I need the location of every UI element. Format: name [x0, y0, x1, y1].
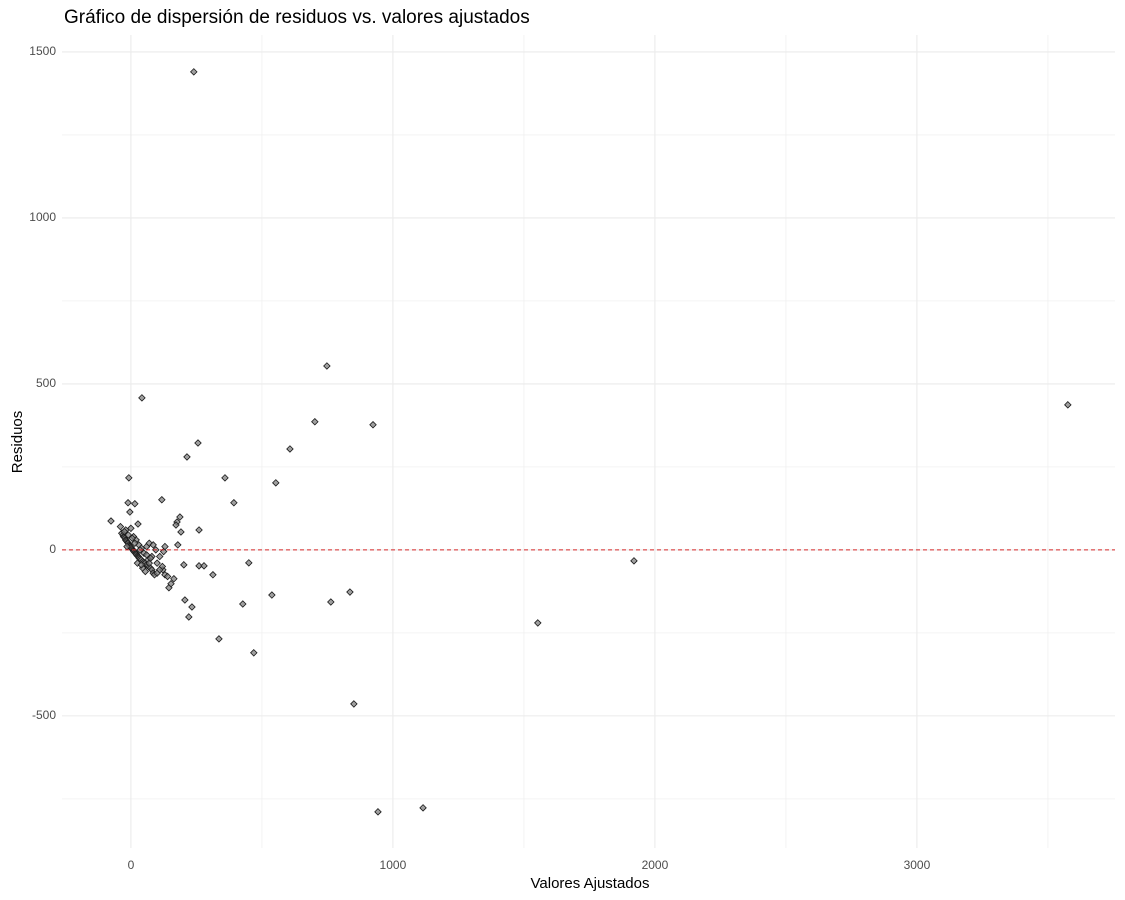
point — [120, 527, 129, 536]
x-tick-label: 3000 — [904, 858, 931, 872]
point — [145, 559, 154, 567]
point — [134, 520, 142, 528]
point — [200, 562, 208, 570]
point — [369, 420, 377, 429]
point — [239, 600, 247, 608]
point — [327, 598, 335, 606]
point — [137, 561, 146, 569]
point — [230, 498, 238, 507]
y-axis-label: Residuos — [9, 411, 26, 474]
point — [630, 557, 638, 565]
point — [195, 526, 203, 534]
point — [1064, 401, 1072, 409]
point — [245, 559, 253, 567]
point — [174, 541, 182, 549]
point — [286, 445, 294, 453]
point — [167, 579, 175, 588]
point — [155, 566, 164, 574]
point — [142, 551, 151, 559]
point — [195, 562, 203, 570]
x-tick-label: 2000 — [642, 858, 669, 872]
point — [131, 499, 139, 508]
point — [155, 552, 164, 561]
point — [149, 541, 157, 549]
point — [190, 68, 198, 76]
point — [124, 498, 132, 507]
point — [209, 571, 217, 579]
point — [272, 479, 280, 487]
point — [534, 619, 542, 627]
point — [131, 539, 139, 548]
point — [126, 508, 134, 516]
point — [161, 542, 169, 551]
x-tick-label: 0 — [128, 858, 135, 872]
point — [127, 524, 135, 533]
point — [158, 495, 166, 504]
point — [176, 513, 184, 521]
point — [107, 517, 115, 525]
point — [116, 522, 125, 531]
point — [170, 575, 178, 583]
point — [215, 635, 223, 643]
point — [128, 534, 136, 543]
y-tick-label: 500 — [36, 376, 56, 390]
point — [141, 567, 150, 576]
y-tick-label: -500 — [32, 708, 56, 722]
point — [133, 559, 142, 567]
x-axis-label: Valores Ajustados — [531, 875, 650, 892]
point — [138, 394, 146, 402]
point — [250, 649, 258, 657]
chart-title: Gráfico de dispersión de residuos vs. va… — [64, 7, 530, 28]
point — [311, 417, 319, 426]
y-tick-label: 0 — [49, 542, 56, 556]
point — [350, 700, 358, 708]
point — [183, 453, 191, 461]
y-tick-label: 1500 — [29, 44, 56, 58]
point — [124, 531, 133, 539]
point — [268, 591, 276, 599]
point — [323, 362, 331, 370]
point — [180, 561, 188, 569]
point — [125, 474, 133, 482]
point — [188, 603, 196, 611]
y-tick-label: 1000 — [29, 210, 56, 224]
point — [194, 439, 202, 447]
point — [419, 804, 427, 812]
x-tick-label: 1000 — [380, 858, 407, 872]
point — [221, 474, 229, 482]
point — [346, 588, 354, 596]
point — [374, 808, 382, 816]
point — [163, 572, 172, 581]
point — [177, 528, 185, 536]
point — [153, 559, 161, 567]
point — [172, 521, 180, 529]
point — [181, 596, 189, 604]
point — [185, 613, 193, 621]
